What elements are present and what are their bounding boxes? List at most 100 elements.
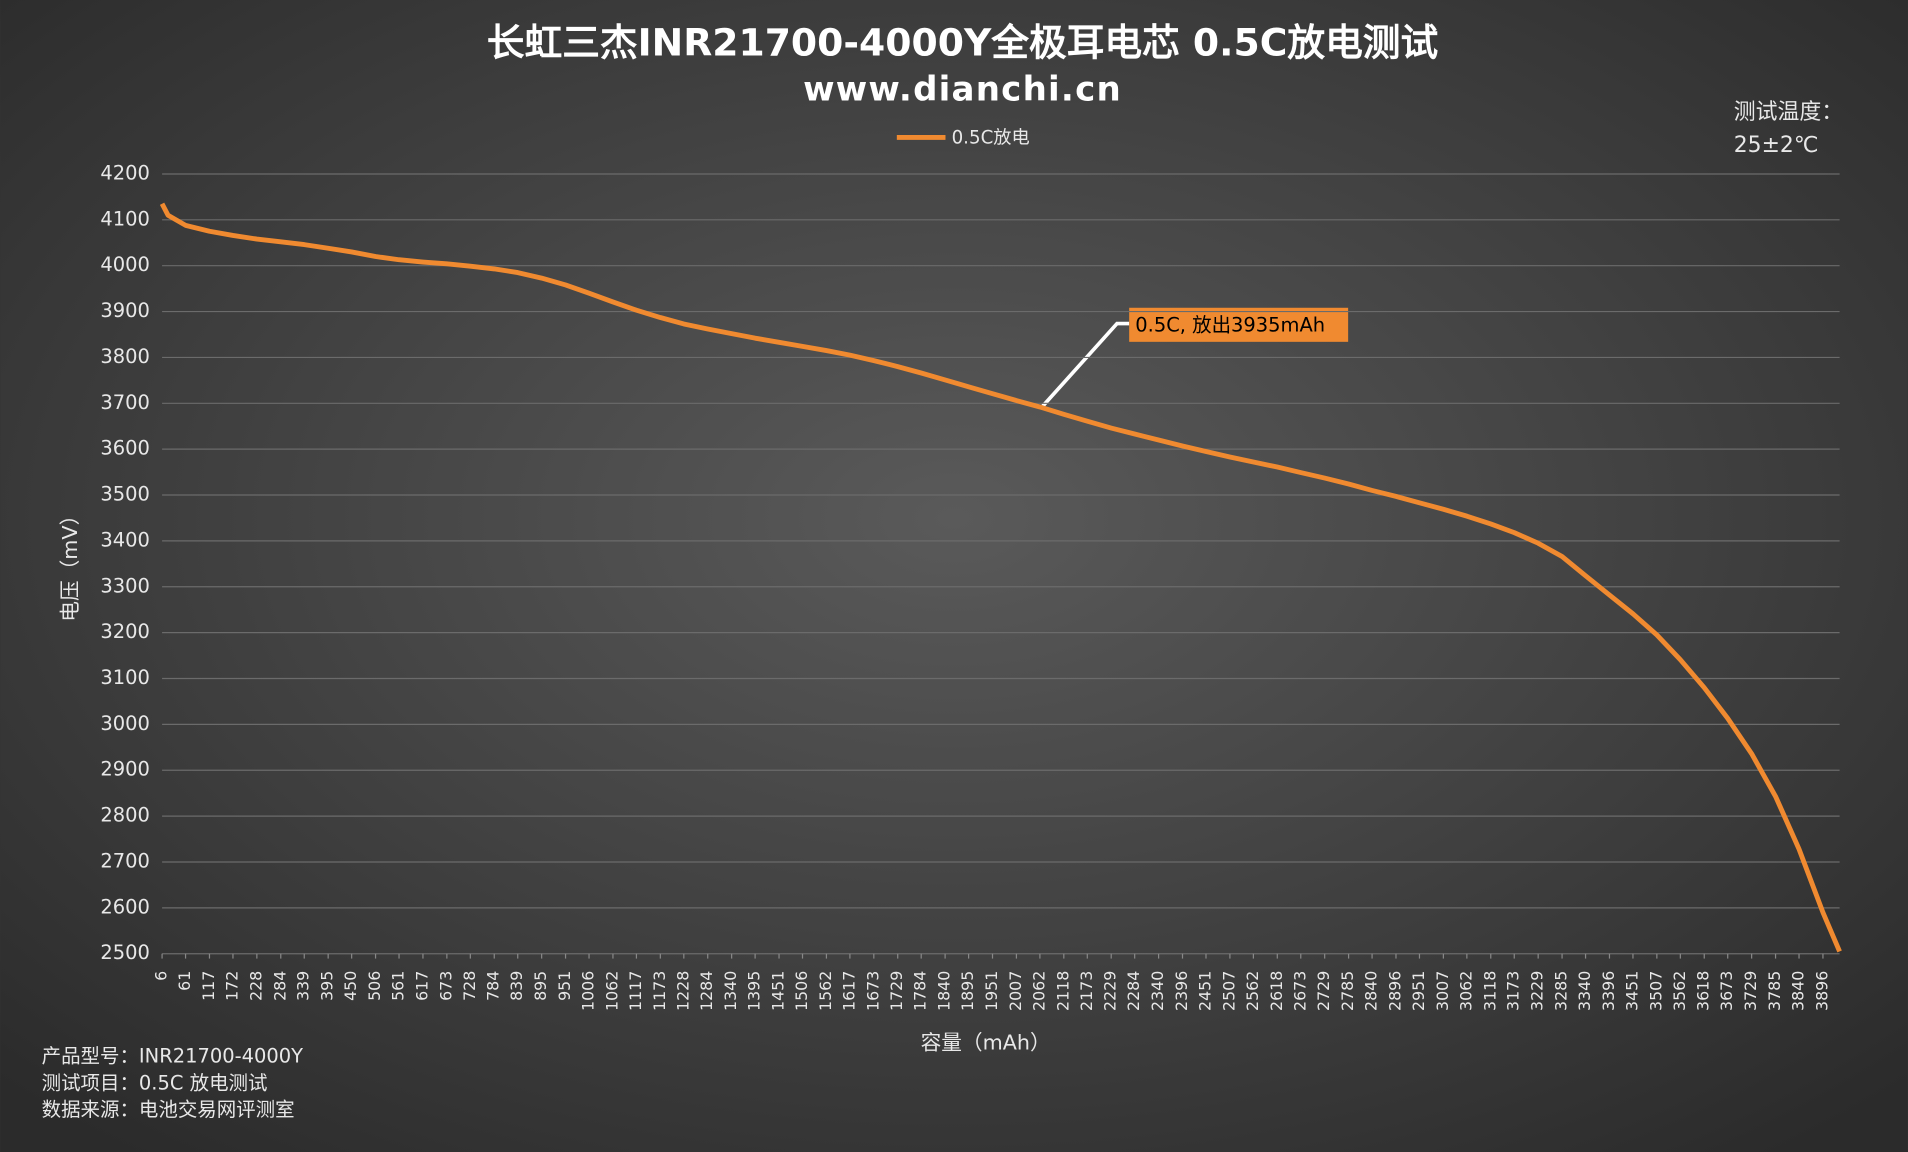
x-tick-label: 450 — [341, 971, 360, 1001]
y-tick-label: 3200 — [100, 620, 150, 643]
y-axis-label: 电压（mV） — [58, 505, 82, 622]
x-axis-label: 容量（mAh） — [921, 1031, 1051, 1055]
x-tick-label: 1784 — [911, 971, 930, 1011]
x-tick-label: 506 — [365, 971, 384, 1001]
x-tick-label: 339 — [294, 971, 313, 1001]
x-tick-label: 3229 — [1528, 971, 1547, 1011]
y-tick-label: 3400 — [100, 528, 150, 551]
x-tick-label: 1617 — [839, 971, 858, 1011]
x-tick-label: 2229 — [1101, 971, 1120, 1011]
y-tick-label: 3800 — [100, 345, 150, 368]
legend-label: 0.5C放电 — [952, 128, 1030, 149]
x-tick-label: 1006 — [579, 971, 598, 1011]
x-tick-label: 3285 — [1552, 971, 1571, 1011]
annotation-leader — [1039, 321, 1130, 410]
x-tick-label: 2896 — [1385, 971, 1404, 1011]
x-tick-label: 1173 — [650, 971, 669, 1011]
x-tick-label: 1395 — [745, 971, 764, 1011]
x-tick-label: 1506 — [792, 971, 811, 1011]
x-tick-label: 2451 — [1195, 971, 1214, 1011]
x-tick-label: 1840 — [935, 971, 954, 1011]
x-tick-label: 895 — [531, 971, 550, 1001]
x-tick-label: 1228 — [673, 971, 692, 1011]
x-tick-label: 1062 — [602, 971, 621, 1011]
y-tick-label: 4200 — [100, 161, 150, 184]
y-tick-label: 4100 — [100, 207, 150, 230]
x-tick-label: 3507 — [1646, 971, 1665, 1011]
x-tick-label: 2785 — [1338, 971, 1357, 1011]
y-tick-label: 3000 — [100, 712, 150, 735]
x-tick-label: 61 — [175, 971, 194, 991]
x-tick-label: 172 — [222, 971, 241, 1001]
x-tick-label: 2618 — [1267, 971, 1286, 1011]
x-tick-label: 2729 — [1314, 971, 1333, 1011]
footer-note: 产品型号：INR21700-4000Y — [42, 1045, 303, 1068]
x-tick-label: 2396 — [1172, 971, 1191, 1011]
x-tick-label: 951 — [555, 971, 574, 1001]
chart-subtitle: www.dianchi.cn — [803, 70, 1122, 110]
y-tick-label: 3600 — [100, 437, 150, 460]
annotation-box — [1129, 307, 1349, 342]
x-tick-label: 395 — [318, 971, 337, 1001]
temperature-note: 25±2℃ — [1734, 133, 1819, 158]
x-tick-label: 728 — [460, 971, 479, 1001]
y-tick-label: 3900 — [100, 299, 150, 322]
x-tick-label: 3785 — [1765, 971, 1784, 1011]
x-tick-label: 1562 — [816, 971, 835, 1011]
x-tick-label: 2173 — [1077, 971, 1096, 1011]
x-tick-label: 117 — [199, 971, 218, 1001]
x-tick-label: 3396 — [1599, 971, 1618, 1011]
x-tick-label: 1895 — [958, 971, 977, 1011]
temperature-note: 测试温度： — [1734, 100, 1843, 125]
x-tick-label: 2007 — [1006, 971, 1025, 1011]
footer-note: 测试项目：0.5C 放电测试 — [42, 1071, 268, 1094]
y-tick-label: 4000 — [100, 253, 150, 276]
y-tick-label: 3100 — [100, 666, 150, 689]
y-tick-label: 2500 — [100, 941, 150, 964]
data-line — [159, 202, 1842, 953]
x-tick-label: 839 — [507, 971, 526, 1001]
x-tick-label: 3840 — [1789, 971, 1808, 1011]
x-tick-label: 1117 — [626, 971, 645, 1011]
x-tick-label: 2507 — [1219, 971, 1238, 1011]
x-tick-label: 2562 — [1243, 971, 1262, 1011]
x-tick-label: 3007 — [1433, 971, 1452, 1011]
x-tick-label: 673 — [436, 971, 455, 1001]
x-tick-label: 3618 — [1694, 971, 1713, 1011]
y-tick-label: 3500 — [100, 483, 150, 506]
y-tick-label: 2700 — [100, 849, 150, 872]
x-tick-label: 3562 — [1670, 971, 1689, 1011]
x-tick-label: 1340 — [721, 971, 740, 1011]
x-tick-label: 3451 — [1622, 971, 1641, 1011]
x-tick-label: 3062 — [1456, 971, 1475, 1011]
y-tick-label: 3300 — [100, 574, 150, 597]
chart-title: 长虹三杰INR21700-4000Y全极耳电芯 0.5C放电测试 — [487, 21, 1439, 65]
x-tick-label: 617 — [412, 971, 431, 1001]
annotation: 0.5C, 放出3935mAh — [1135, 314, 1325, 337]
x-tick-label: 3340 — [1575, 971, 1594, 1011]
x-tick-label: 2840 — [1362, 971, 1381, 1011]
x-tick-label: 6 — [152, 971, 171, 981]
x-tick-label: 1729 — [887, 971, 906, 1011]
x-tick-label: 3673 — [1717, 971, 1736, 1011]
x-tick-label: 2062 — [1029, 971, 1048, 1011]
x-tick-label: 1284 — [697, 971, 716, 1011]
y-tick-label: 2900 — [100, 758, 150, 781]
x-tick-label: 784 — [484, 971, 503, 1001]
x-tick-label: 2951 — [1409, 971, 1428, 1011]
x-tick-label: 3173 — [1504, 971, 1523, 1011]
x-tick-label: 284 — [270, 971, 289, 1001]
x-tick-label: 2284 — [1124, 971, 1143, 1011]
x-tick-label: 2673 — [1290, 971, 1309, 1011]
x-tick-label: 2340 — [1148, 971, 1167, 1011]
y-tick-label: 3700 — [100, 391, 150, 414]
x-tick-label: 561 — [389, 971, 408, 1001]
x-tick-label: 3118 — [1480, 971, 1499, 1011]
x-tick-label: 1451 — [769, 971, 788, 1011]
x-tick-label: 228 — [246, 971, 265, 1001]
x-tick-label: 3896 — [1812, 971, 1831, 1011]
y-tick-label: 2600 — [100, 895, 150, 918]
